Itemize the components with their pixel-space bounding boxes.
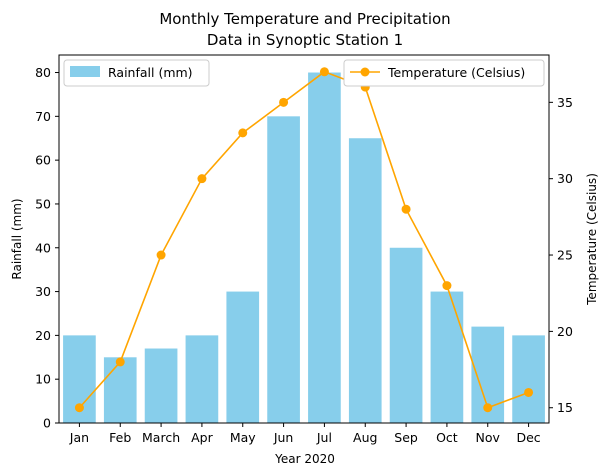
temperature-point-oct (442, 281, 452, 291)
temperature-point-march (156, 250, 166, 260)
x-tick-label: Apr (191, 430, 213, 445)
x-tick-label: Oct (436, 430, 458, 445)
x-tick-label: Nov (476, 430, 501, 445)
temperature-series-line (78, 70, 529, 409)
right-tick-label: 25 (557, 248, 573, 263)
left-axis-label: Rainfall (mm) (10, 198, 24, 279)
left-tick-label: 30 (35, 284, 51, 299)
left-axis-ticks: 0 10 20 30 40 50 60 70 80 (35, 65, 59, 431)
left-tick-label: 0 (43, 416, 51, 431)
x-axis-ticks: Jan Feb March Apr May Jun Jul Aug Sep Oct Nov Dec (69, 423, 541, 445)
left-tick-label: 70 (35, 109, 51, 124)
x-tick-label: March (142, 430, 180, 445)
x-tick-label: Jul (316, 430, 332, 445)
plot-frame (58, 54, 550, 424)
left-tick-label: 80 (35, 65, 51, 80)
x-tick-label: May (230, 430, 256, 445)
right-tick-label: 35 (557, 95, 573, 110)
legend-temperature-label: Temperature (Celsius) (387, 65, 525, 80)
right-tick-label: 20 (557, 324, 573, 339)
x-tick-label: Jun (273, 430, 294, 445)
temperature-point-sep (401, 204, 411, 214)
rainfall-bars (63, 72, 545, 424)
rainfall-bar-jul (308, 72, 341, 424)
left-tick-label: 10 (35, 372, 51, 387)
rainfall-bar-feb (103, 357, 137, 423)
temperature-point-nov (483, 403, 493, 413)
rainfall-bar-apr (185, 335, 219, 423)
rainfall-bar-jun (267, 116, 300, 423)
x-tick-label: Aug (353, 430, 377, 445)
rainfall-bar-aug (348, 138, 382, 424)
temperature-point-jul (319, 67, 329, 77)
right-tick-label: 30 (557, 171, 573, 186)
temperature-point-feb (115, 357, 125, 367)
legend-temperature-box (343, 59, 545, 87)
temperature-point-jun (279, 97, 289, 107)
rainfall-bar-sep (389, 247, 423, 423)
x-tick-label: Jan (69, 430, 89, 445)
right-axis-ticks: 15 20 25 30 35 (549, 95, 573, 415)
legend-temperature-marker (360, 67, 370, 77)
left-tick-label: 60 (35, 153, 51, 168)
temperature-point-apr (197, 174, 207, 184)
rainfall-bar-oct (430, 291, 464, 423)
legend-rainfall-label: Rainfall (mm) (108, 65, 193, 80)
temperature-line (74, 67, 534, 413)
rainfall-bar-dec (512, 335, 545, 423)
legend-rainfall: Rainfall (mm) (63, 59, 210, 87)
chart-title-line1: Monthly Temperature and Precipitation (159, 10, 450, 28)
temperature-point-may (238, 128, 248, 138)
x-tick-label: Feb (109, 430, 131, 445)
x-tick-label: Dec (516, 430, 540, 445)
legend-rainfall-swatch (70, 66, 100, 77)
left-tick-label: 20 (35, 328, 51, 343)
x-tick-label: Sep (394, 430, 418, 445)
rainfall-bar-march (144, 348, 178, 423)
rainfall-bar-may (226, 291, 260, 423)
x-axis-label: Year 2020 (274, 452, 335, 466)
temperature-point-dec (524, 387, 534, 397)
right-axis-label: Temperature (Celsius) (585, 173, 599, 306)
temperature-point-jan (74, 403, 84, 413)
left-tick-label: 50 (35, 196, 51, 211)
left-tick-label: 40 (35, 240, 51, 255)
legend-temperature: Temperature (Celsius) (343, 59, 545, 87)
right-tick-label: 15 (557, 400, 573, 415)
legend-rainfall-box (63, 59, 210, 87)
chart-title-line2: Data in Synoptic Station 1 (207, 31, 403, 49)
